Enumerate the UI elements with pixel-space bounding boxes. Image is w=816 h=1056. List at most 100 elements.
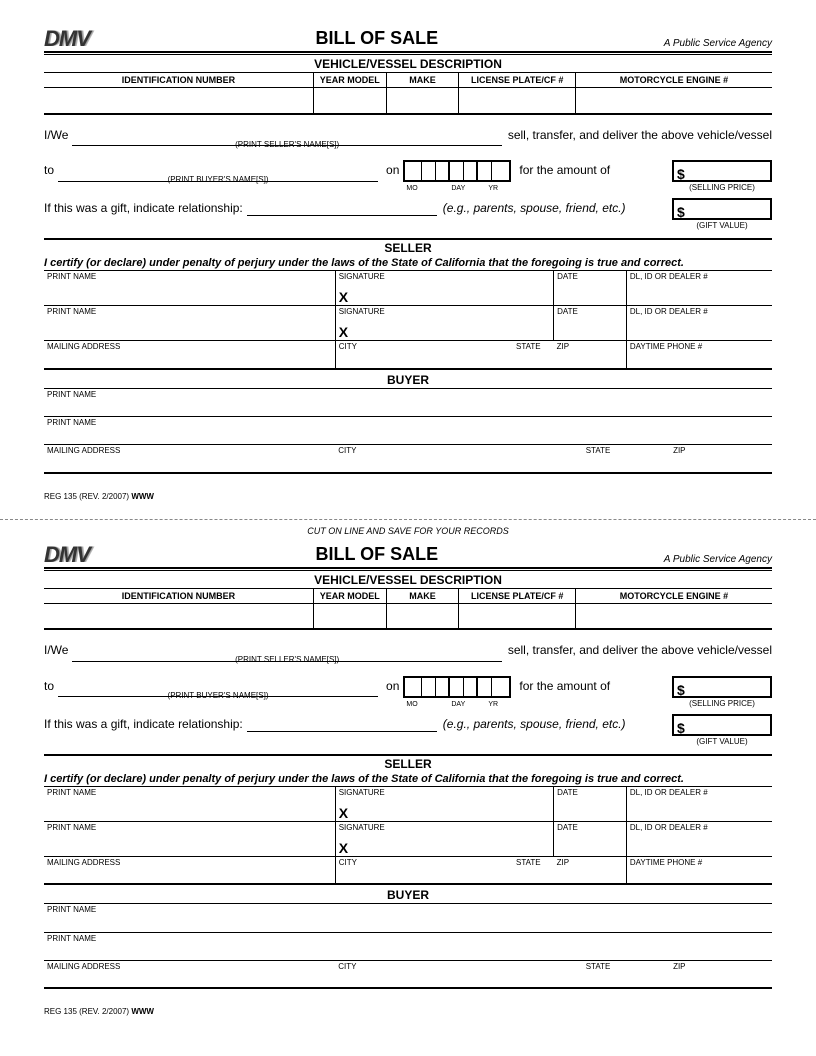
vehicle-section-head: VEHICLE/VESSEL DESCRIPTION <box>44 56 772 73</box>
gift-relationship-line[interactable] <box>247 202 437 216</box>
seller2-dl2[interactable]: DL, ID OR DEALER # <box>626 821 772 856</box>
gift-value-caption: (GIFT VALUE) <box>672 219 772 233</box>
buyer-zip[interactable]: ZIP <box>670 445 772 473</box>
buyer1-printname[interactable]: PRINT NAME <box>44 389 772 417</box>
seller-caption: (PRINT SELLER'S NAME[S]) <box>72 138 501 152</box>
buyer1-printname2[interactable]: PRINT NAME <box>44 904 772 932</box>
footer: REG 135 (REV. 2/2007) WWW <box>44 492 772 501</box>
id-input2[interactable] <box>44 603 313 629</box>
buyer-sig-table2: PRINT NAME PRINT NAME MAILING ADDRESSCIT… <box>44 904 772 989</box>
engine-input2[interactable] <box>575 603 772 629</box>
buyer-mailing[interactable]: MAILING ADDRESS <box>44 445 335 473</box>
vehicle-section-head2: VEHICLE/VESSEL DESCRIPTION <box>44 572 772 589</box>
buyer-head: BUYER <box>44 372 772 389</box>
buyer-head2: BUYER <box>44 887 772 904</box>
engine-input[interactable] <box>575 88 772 114</box>
col-engine: MOTORCYCLE ENGINE # <box>575 73 772 88</box>
selling-price-box2[interactable]: $ <box>672 676 772 698</box>
seller1-printname2[interactable]: PRINT NAME <box>44 787 335 822</box>
seller-phone2[interactable]: DAYTIME PHONE # <box>626 856 772 884</box>
footer2: REG 135 (REV. 2/2007) WWW <box>44 1007 772 1016</box>
perjury-text: I certify (or declare) under penalty of … <box>44 256 772 271</box>
make-input[interactable] <box>386 88 459 114</box>
seller-mailing[interactable]: MAILING ADDRESS <box>44 341 335 369</box>
date-box2[interactable] <box>403 676 511 698</box>
sell-text: sell, transfer, and deliver the above ve… <box>508 125 772 147</box>
logo: DMV <box>44 29 90 49</box>
buyer-caption: (PRINT BUYER'S NAME[S]) <box>58 173 378 187</box>
yr-label: YR <box>488 183 498 196</box>
buyer-state[interactable]: STATE <box>583 445 670 473</box>
id-input[interactable] <box>44 88 313 114</box>
seller1-date[interactable]: DATE <box>554 271 627 306</box>
seller1-signature2[interactable]: SIGNATUREX <box>335 787 553 822</box>
iwe-label: I/We <box>44 125 68 147</box>
vehicle-table2: IDENTIFICATION NUMBER YEAR MODEL MAKE LI… <box>44 589 772 631</box>
seller-phone[interactable]: DAYTIME PHONE # <box>626 341 772 369</box>
seller-zip[interactable]: ZIP <box>554 341 627 369</box>
date-box[interactable] <box>403 160 511 182</box>
header: DMV BILL OF SALE A Public Service Agency <box>44 28 772 49</box>
seller2-printname2[interactable]: PRINT NAME <box>44 821 335 856</box>
narrative: I/We (PRINT SELLER'S NAME[S]) sell, tran… <box>44 125 772 221</box>
selling-price-caption: (SELLING PRICE) <box>672 181 772 195</box>
cut-text: CUT ON LINE AND SAVE FOR YOUR RECORDS <box>44 526 772 536</box>
seller1-dl[interactable]: DL, ID OR DEALER # <box>626 271 772 306</box>
seller2-signature[interactable]: SIGNATUREX <box>335 306 553 341</box>
seller-city2[interactable]: CITYSTATE <box>335 856 553 884</box>
seller1-dl2[interactable]: DL, ID OR DEALER # <box>626 787 772 822</box>
col-id: IDENTIFICATION NUMBER <box>44 73 313 88</box>
header2: DMV BILL OF SALE A Public Service Agency <box>44 544 772 565</box>
buyer2-printname[interactable]: PRINT NAME <box>44 417 772 445</box>
buyer-sig-table: PRINT NAME PRINT NAME MAILING ADDRESS CI… <box>44 389 772 474</box>
seller-sig-table2: PRINT NAMESIGNATUREXDATEDL, ID OR DEALER… <box>44 787 772 886</box>
form-bottom: DMV BILL OF SALE A Public Service Agency… <box>44 544 772 1017</box>
buyer-mailing2[interactable]: MAILING ADDRESS <box>44 960 335 988</box>
cut-line <box>0 519 816 520</box>
page-title2: BILL OF SALE <box>90 544 664 565</box>
seller2-printname[interactable]: PRINT NAME <box>44 306 335 341</box>
for-amount-label: for the amount of <box>519 160 610 182</box>
seller-head: SELLER <box>44 240 772 256</box>
gift-eg: (e.g., parents, spouse, friend, etc.) <box>443 198 626 220</box>
on-label: on <box>386 160 399 182</box>
seller-mailing2[interactable]: MAILING ADDRESS <box>44 856 335 884</box>
logo2: DMV <box>44 545 90 565</box>
seller2-signature2[interactable]: SIGNATUREX <box>335 821 553 856</box>
gift-relationship-line2[interactable] <box>247 718 437 732</box>
header-rule <box>44 51 772 55</box>
buyer-city2[interactable]: CITY <box>335 960 583 988</box>
seller-sig-table: PRINT NAME SIGNATUREX DATE DL, ID OR DEA… <box>44 271 772 370</box>
year-input[interactable] <box>313 88 386 114</box>
seller-head2: SELLER <box>44 756 772 772</box>
buyer-city[interactable]: CITY <box>335 445 583 473</box>
seller2-dl[interactable]: DL, ID OR DEALER # <box>626 306 772 341</box>
day-label: DAY <box>451 183 465 196</box>
mo-label: MO <box>406 183 417 196</box>
col-year: YEAR MODEL <box>313 73 386 88</box>
buyer2-printname2[interactable]: PRINT NAME <box>44 932 772 960</box>
gift-value-box[interactable]: $ <box>672 198 772 220</box>
seller1-printname[interactable]: PRINT NAME <box>44 271 335 306</box>
buyer-zip2[interactable]: ZIP <box>670 960 772 988</box>
col-plate: LICENSE PLATE/CF # <box>459 73 575 88</box>
seller-zip2[interactable]: ZIP <box>554 856 627 884</box>
page-title: BILL OF SALE <box>90 28 664 49</box>
perjury-text2: I certify (or declare) under penalty of … <box>44 772 772 787</box>
plate-input[interactable] <box>459 88 575 114</box>
gift-value-box2[interactable]: $ <box>672 714 772 736</box>
col-make: MAKE <box>386 73 459 88</box>
buyer-state2[interactable]: STATE <box>583 960 670 988</box>
seller2-date[interactable]: DATE <box>554 306 627 341</box>
selling-price-box[interactable]: $ <box>672 160 772 182</box>
make-input2[interactable] <box>386 603 459 629</box>
year-input2[interactable] <box>313 603 386 629</box>
gift-label: If this was a gift, indicate relationshi… <box>44 198 243 220</box>
seller2-date2[interactable]: DATE <box>554 821 627 856</box>
form-top: DMV BILL OF SALE A Public Service Agency… <box>44 28 772 501</box>
seller1-date2[interactable]: DATE <box>554 787 627 822</box>
agency-text2: A Public Service Agency <box>664 554 772 565</box>
plate-input2[interactable] <box>459 603 575 629</box>
seller1-signature[interactable]: SIGNATUREX <box>335 271 553 306</box>
seller-city[interactable]: CITYSTATE <box>335 341 553 369</box>
